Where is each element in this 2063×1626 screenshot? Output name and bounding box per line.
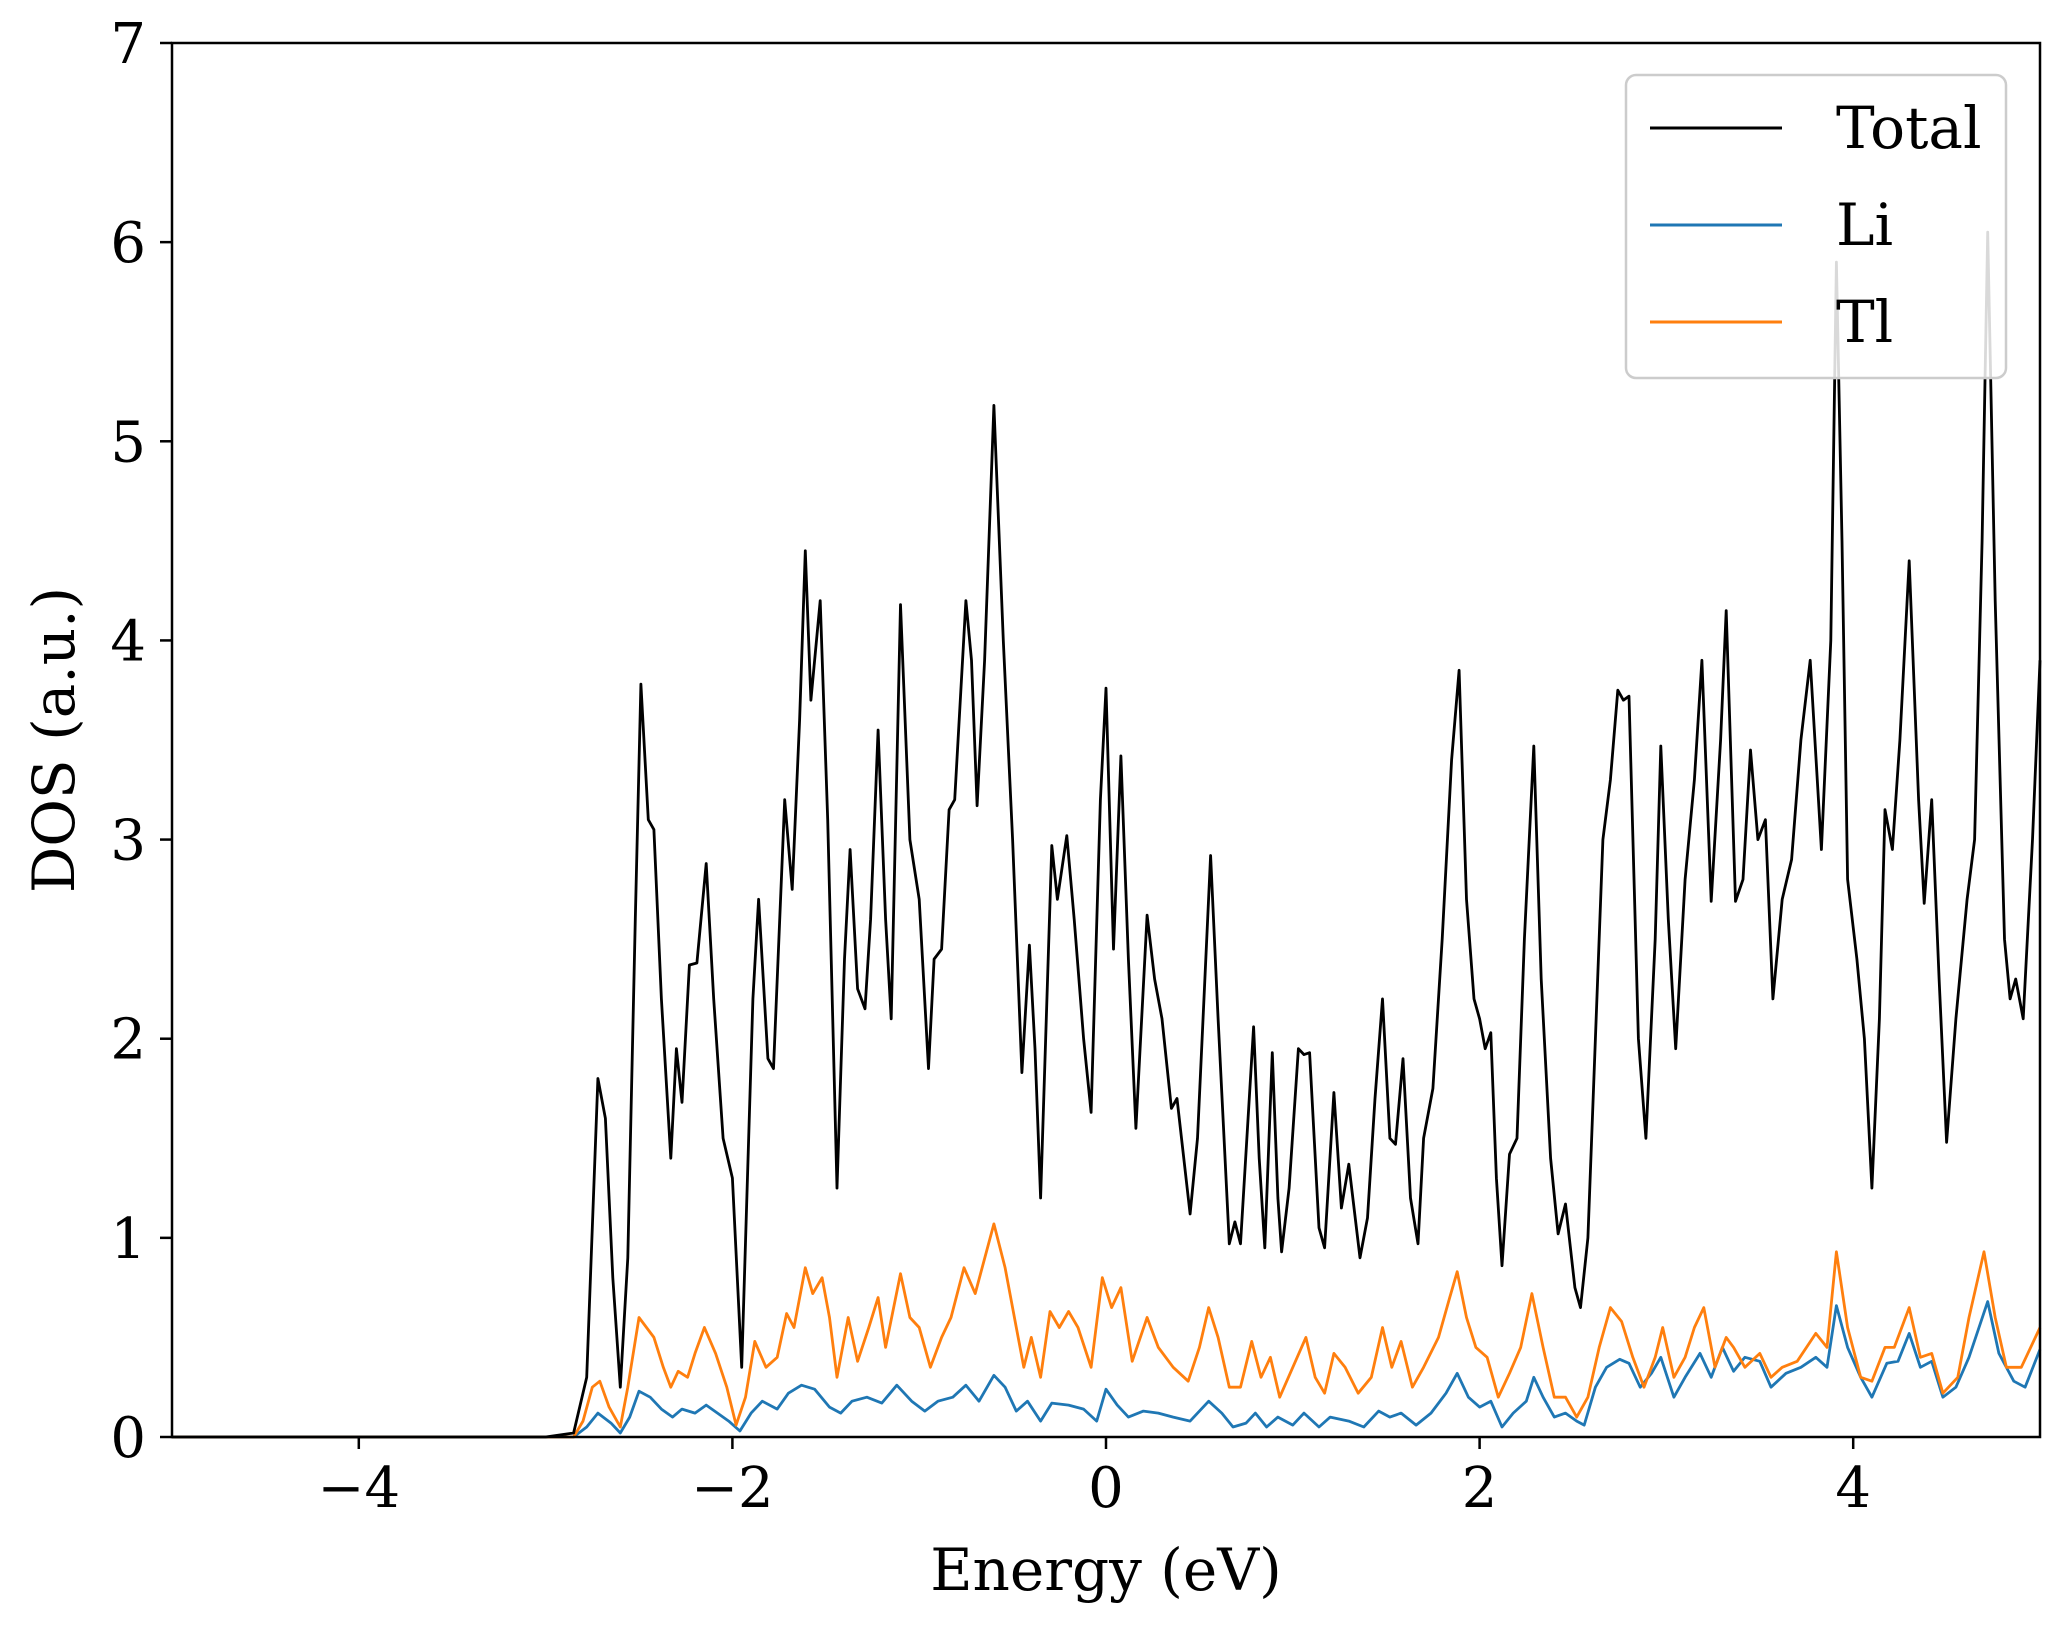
- y-tick-label: 1: [110, 1207, 146, 1272]
- y-tick-label: 7: [110, 12, 146, 77]
- x-tick-label: −2: [691, 1456, 774, 1521]
- series-layer: [172, 230, 2042, 1439]
- x-axis-label: Energy (eV): [930, 1536, 1282, 1604]
- x-tick-label: 0: [1088, 1456, 1124, 1521]
- legend-label-tl: Tl: [1836, 288, 1893, 356]
- y-tick-label: 5: [110, 410, 146, 475]
- y-tick-label: 4: [110, 609, 146, 674]
- series-line-tl: [172, 1222, 2042, 1439]
- x-tick-label: −4: [318, 1456, 401, 1521]
- series-line-total: [172, 230, 2042, 1439]
- y-axis-label: DOS (a.u.): [20, 587, 88, 893]
- x-axis: −4 −2 0 2 4: [318, 1437, 1871, 1521]
- legend: Total Li Tl: [1624, 73, 2008, 380]
- legend-label-total: Total: [1836, 94, 1982, 162]
- y-tick-label: 6: [110, 211, 146, 276]
- x-tick-label: 4: [1835, 1456, 1871, 1521]
- series-line-li: [172, 1300, 2042, 1439]
- y-tick-label: 3: [110, 809, 146, 874]
- legend-label-li: Li: [1836, 191, 1893, 259]
- y-tick-label: 0: [110, 1406, 146, 1471]
- y-tick-label: 2: [110, 1008, 146, 1073]
- x-tick-label: 2: [1462, 1456, 1498, 1521]
- legend-box: [1624, 73, 2008, 380]
- y-axis: 0 1 2 3 4 5 6 7: [110, 12, 172, 1471]
